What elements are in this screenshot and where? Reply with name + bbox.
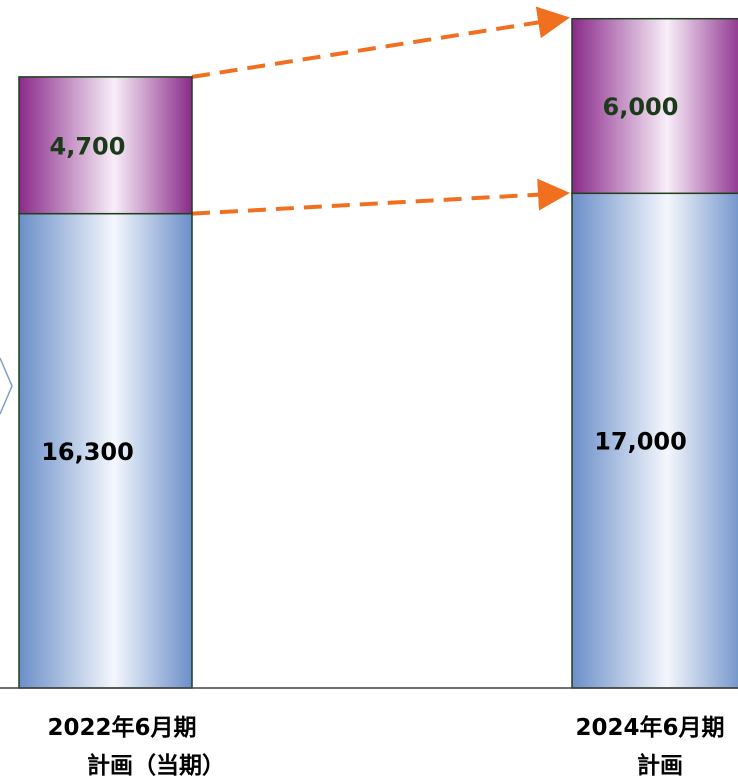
bar-segment-0-0 bbox=[18, 212, 193, 689]
connector-arrows bbox=[191, 6, 570, 216]
data-label-0-0: 16,300 bbox=[41, 438, 134, 466]
segment-connector-arrow bbox=[191, 178, 570, 216]
data-label-0-1: 4,700 bbox=[50, 132, 126, 160]
total-connector-arrow bbox=[191, 6, 570, 79]
chevron-right-icon bbox=[0, 357, 13, 415]
category-label-0-0: 2022年6月期 bbox=[47, 714, 196, 741]
value-labels: 16,300 4,700 17,000 6,000 bbox=[41, 93, 687, 466]
data-label-1-0: 17,000 bbox=[594, 428, 687, 456]
category-label-1-1: 計画 bbox=[637, 752, 683, 779]
category-label-1-0: 2024年6月期 bbox=[575, 714, 724, 741]
category-label-0-1: 計画（当期） bbox=[87, 752, 225, 779]
bar-segment-1-1 bbox=[571, 17, 738, 195]
data-label-1-1: 6,000 bbox=[603, 93, 679, 121]
bar-segment-0-1 bbox=[18, 76, 193, 215]
